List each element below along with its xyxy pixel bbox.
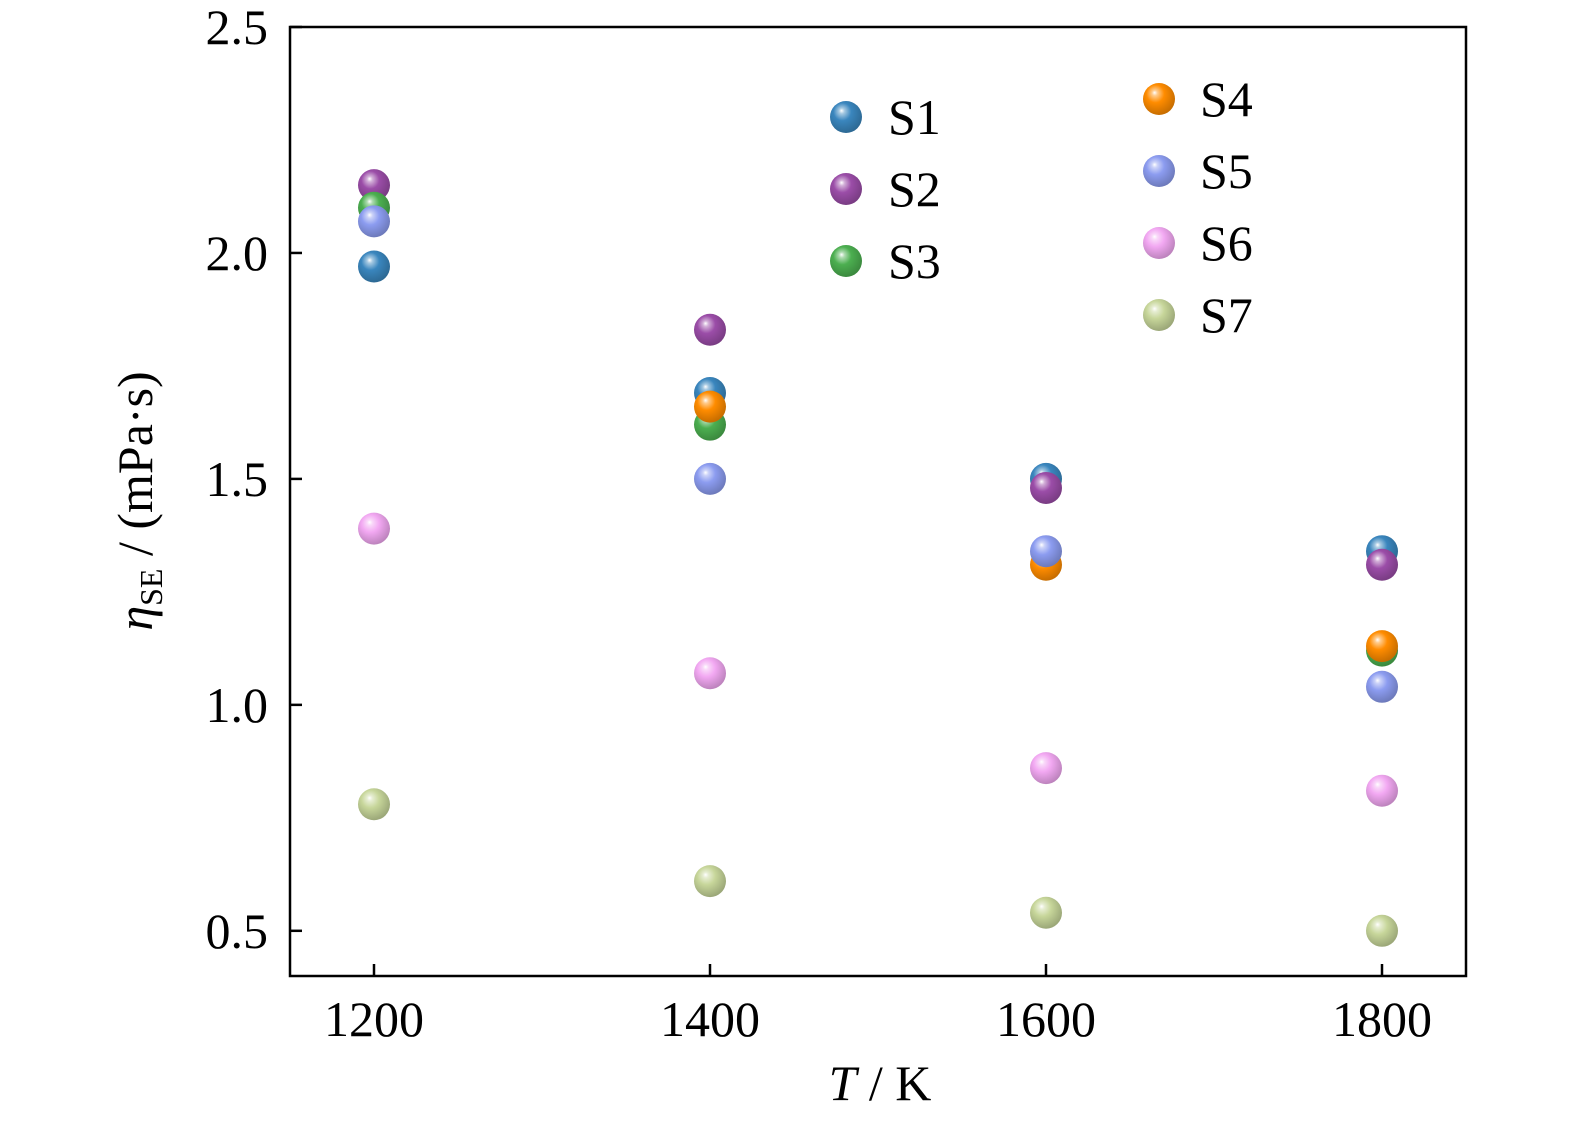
- data-points: [358, 169, 1398, 947]
- y-tick-label: 0.5: [206, 903, 269, 959]
- legend-label-s2: S2: [888, 161, 941, 217]
- legend: S1 S2 S3 S4 S5 S6 S7: [830, 71, 1253, 343]
- data-point-s6: [1366, 774, 1398, 807]
- y-tick-label: 2.0: [206, 225, 269, 281]
- data-point-s6: [1030, 752, 1062, 785]
- data-point-s4: [694, 390, 726, 423]
- data-point-s4: [1366, 630, 1398, 663]
- legend-marker-s7: [1143, 299, 1175, 331]
- data-point-s5: [1366, 670, 1398, 703]
- legend-marker-s1: [830, 101, 862, 133]
- data-point-s2: [1366, 548, 1398, 581]
- data-point-s2: [694, 313, 726, 346]
- legend-marker-s4: [1143, 83, 1175, 115]
- legend-marker-s2: [830, 173, 862, 205]
- data-point-s2: [1030, 471, 1062, 504]
- legend-label-s7: S7: [1200, 287, 1253, 343]
- y-tick-label: 2.5: [206, 0, 269, 55]
- data-point-s7: [1030, 896, 1062, 929]
- legend-label-s1: S1: [888, 89, 941, 145]
- data-point-s5: [358, 205, 390, 238]
- x-tick-label: 1400: [660, 991, 760, 1047]
- x-tick-label: 1800: [1332, 991, 1432, 1047]
- data-point-s5: [1030, 535, 1062, 568]
- legend-label-s6: S6: [1200, 215, 1253, 271]
- data-point-s1: [358, 250, 390, 283]
- legend-marker-s5: [1143, 155, 1175, 187]
- y-axis-title: ηSE / (mPa·s): [107, 371, 169, 630]
- legend-marker-s3: [830, 245, 862, 277]
- y-tick-label: 1.5: [206, 451, 269, 507]
- data-point-s7: [358, 788, 390, 821]
- data-point-s6: [358, 512, 390, 545]
- legend-label-s4: S4: [1200, 71, 1253, 127]
- legend-label-s3: S3: [888, 233, 941, 289]
- x-tick-label: 1600: [996, 991, 1096, 1047]
- data-point-s7: [1366, 914, 1398, 947]
- data-point-s5: [694, 462, 726, 495]
- y-tick-label: 1.0: [206, 677, 269, 733]
- x-axis-title: T / K: [829, 1055, 932, 1111]
- x-tick-label: 1200: [324, 991, 424, 1047]
- axis-ticks: 1200 1400 1600 1800 0.5 1.0 1.5 2.0 2.5: [206, 0, 1433, 1047]
- legend-marker-s6: [1143, 227, 1175, 259]
- data-point-s6: [694, 657, 726, 690]
- legend-label-s5: S5: [1200, 143, 1253, 199]
- plot-frame: [288, 25, 1468, 978]
- data-point-s7: [694, 865, 726, 898]
- data-point-s2: [358, 169, 390, 202]
